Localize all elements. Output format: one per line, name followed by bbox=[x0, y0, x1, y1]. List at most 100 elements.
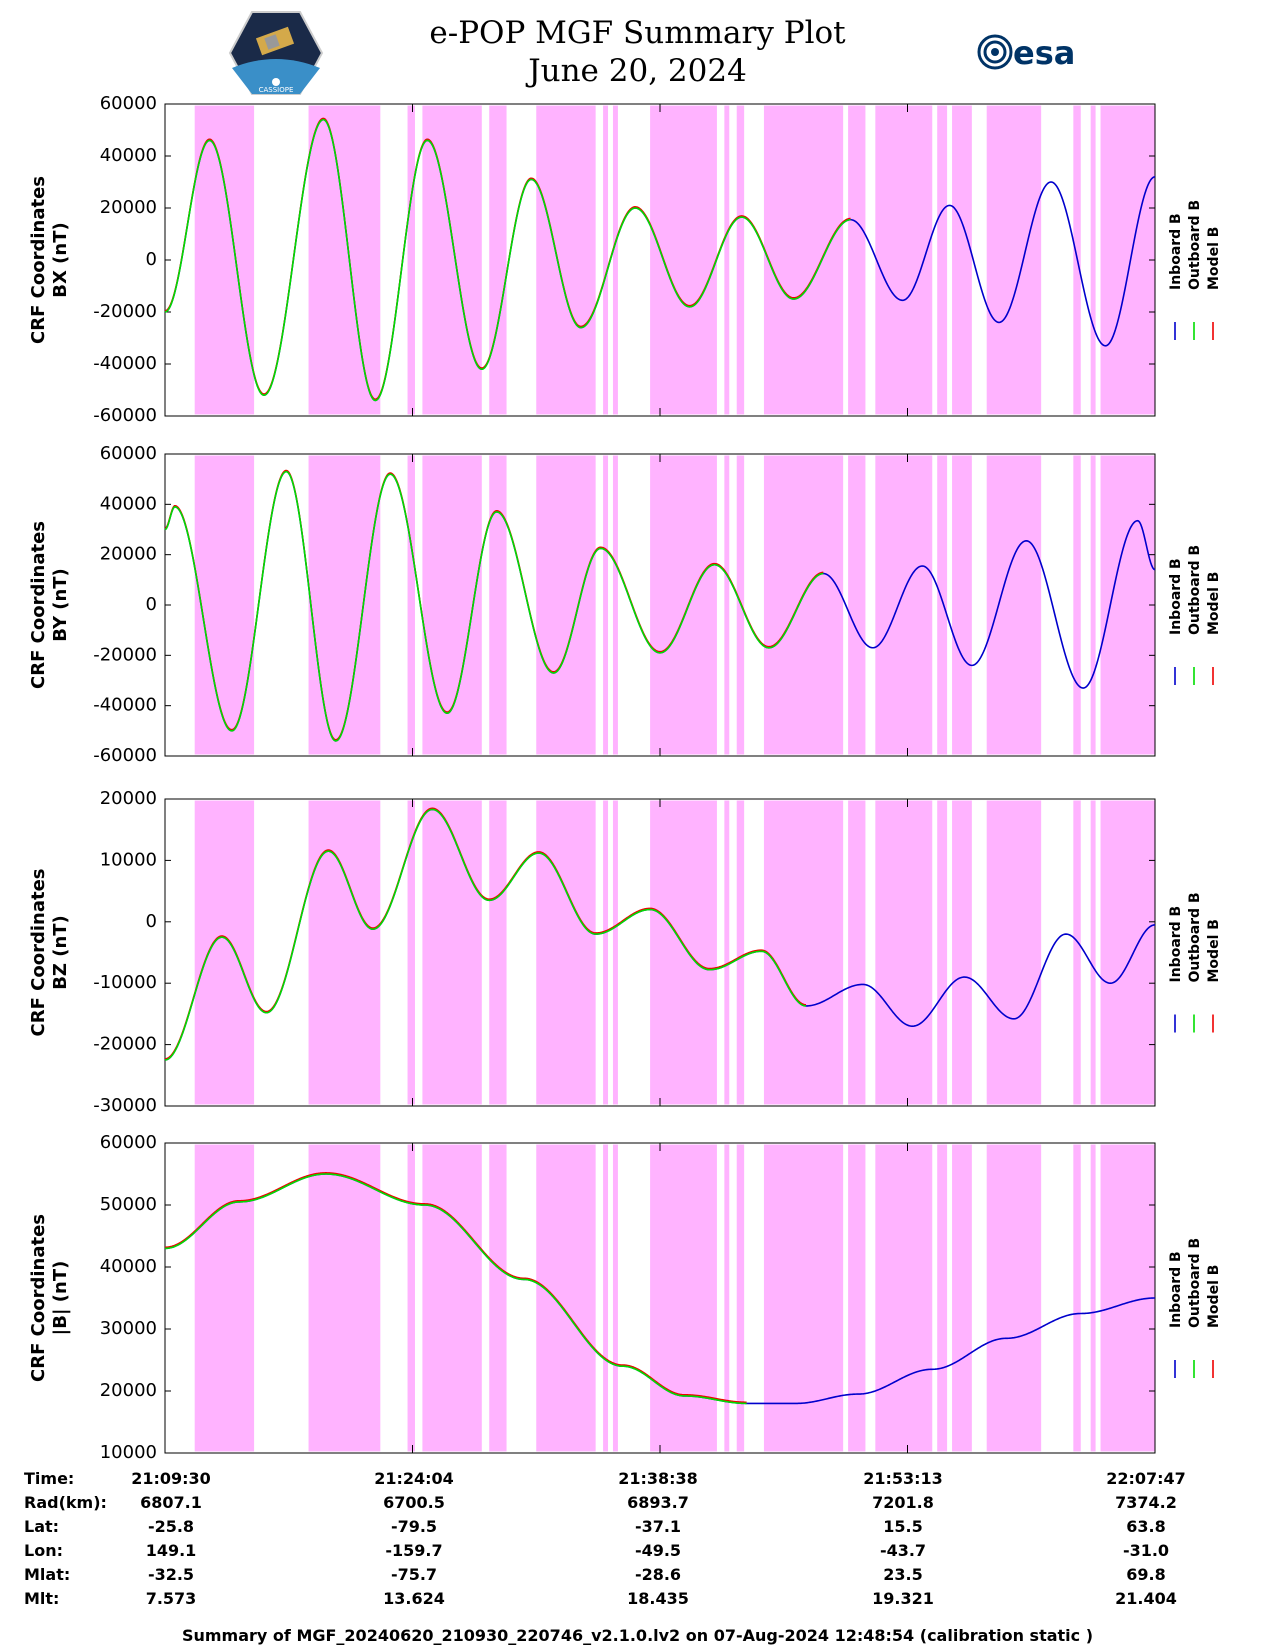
shade-interval bbox=[763, 455, 844, 755]
shade-interval bbox=[536, 1144, 596, 1452]
shade-interval bbox=[952, 455, 972, 755]
legend-label: Inboard B bbox=[1168, 213, 1184, 290]
info-value: -37.1 bbox=[634, 1517, 682, 1536]
shade-interval bbox=[1090, 800, 1096, 1105]
shade-interval bbox=[308, 105, 381, 415]
info-value: 63.8 bbox=[1126, 1517, 1166, 1536]
y-tick-label: 60000 bbox=[100, 443, 157, 464]
info-value: -28.6 bbox=[634, 1565, 682, 1584]
y-tick-label: -20000 bbox=[93, 644, 157, 665]
y-tick-label: 30000 bbox=[100, 1318, 157, 1339]
shade-interval bbox=[986, 1144, 1042, 1452]
legend-label: Inboard B bbox=[1168, 1251, 1184, 1328]
y-axis-label: CRF Coordinates bbox=[28, 869, 49, 1037]
shade-interval bbox=[603, 1144, 609, 1452]
series-outboard-bmag bbox=[164, 1173, 747, 1405]
shade-interval bbox=[986, 105, 1042, 415]
shade-interval bbox=[952, 1144, 972, 1452]
shade-interval bbox=[422, 455, 482, 755]
series-model-bmag bbox=[164, 1172, 747, 1403]
y-axis-label: CRF Coordinates bbox=[28, 521, 49, 689]
shade-interval bbox=[612, 800, 618, 1105]
y-tick-label: -10000 bbox=[93, 972, 157, 993]
info-value: 21:53:13 bbox=[863, 1469, 943, 1488]
info-value: 149.1 bbox=[145, 1541, 197, 1560]
y-tick-label: 40000 bbox=[100, 145, 157, 166]
shade-interval bbox=[536, 105, 596, 415]
y-tick-label: 0 bbox=[146, 249, 157, 270]
shade-interval bbox=[875, 105, 933, 415]
y-tick-label: 20000 bbox=[100, 197, 157, 218]
info-value: 18.435 bbox=[627, 1589, 689, 1608]
shade-interval bbox=[937, 105, 948, 415]
shade-interval bbox=[194, 800, 255, 1105]
y-axis-label: BX (nT) bbox=[50, 222, 71, 297]
info-value: 21:38:38 bbox=[618, 1469, 698, 1488]
shade-interval bbox=[407, 800, 415, 1105]
series-outboard-by bbox=[164, 470, 824, 742]
shade-interval bbox=[650, 455, 717, 755]
info-value: 19.321 bbox=[872, 1589, 934, 1608]
info-label-mlt: Mlt: bbox=[24, 1589, 60, 1608]
y-axis-label: CRF Coordinates bbox=[28, 176, 49, 344]
y-tick-label: 60000 bbox=[100, 93, 157, 114]
shade-interval bbox=[763, 105, 844, 415]
shade-interval bbox=[612, 455, 618, 755]
shade-interval bbox=[422, 800, 482, 1105]
shade-interval bbox=[612, 105, 618, 415]
info-row-lat: Lat: -25.8 -79.5 -37.1 15.5 63.8 bbox=[0, 1515, 1275, 1539]
legend-label: Outboard B bbox=[1187, 1238, 1203, 1328]
y-tick-label: 20000 bbox=[100, 544, 157, 565]
shade-interval bbox=[724, 800, 730, 1105]
shade-interval bbox=[194, 1144, 255, 1452]
series-model-bx bbox=[164, 117, 851, 400]
shade-interval bbox=[1100, 800, 1155, 1105]
footer-summary: Summary of MGF_20240620_210930_220746_v2… bbox=[181, 1626, 1094, 1645]
y-tick-label: 0 bbox=[146, 594, 157, 615]
shade-interval bbox=[724, 455, 730, 755]
info-value: 6700.5 bbox=[383, 1493, 445, 1512]
info-value: -75.7 bbox=[390, 1565, 438, 1584]
y-tick-label: 60000 bbox=[100, 1132, 157, 1153]
shade-interval bbox=[986, 455, 1042, 755]
orbit-info-table: Time: 21:09:30 21:24:04 21:38:38 21:53:1… bbox=[0, 1467, 1275, 1617]
legend-label: Model B bbox=[1206, 572, 1222, 635]
info-value: -31.0 bbox=[1122, 1541, 1170, 1560]
y-axis-label: BZ (nT) bbox=[50, 915, 71, 990]
shade-interval bbox=[650, 1144, 717, 1452]
info-row-mlat: Mlat: -32.5 -75.7 -28.6 23.5 69.8 bbox=[0, 1563, 1275, 1587]
shade-interval bbox=[603, 800, 609, 1105]
info-label-time: Time: bbox=[24, 1469, 75, 1488]
shade-interval bbox=[736, 800, 745, 1105]
shade-interval bbox=[1073, 800, 1081, 1105]
shade-interval bbox=[489, 1144, 507, 1452]
shade-interval bbox=[1090, 455, 1096, 755]
series-outboard-bx bbox=[164, 118, 851, 402]
info-value: 23.5 bbox=[883, 1565, 923, 1584]
plot-title: e-POP MGF Summary Plot June 20, 2024 bbox=[0, 14, 1275, 90]
info-row-radius: Rad(km): 6807.1 6700.5 6893.7 7201.8 737… bbox=[0, 1491, 1275, 1515]
shade-interval bbox=[848, 455, 866, 755]
legend-label: Model B bbox=[1206, 227, 1222, 290]
shade-interval bbox=[194, 455, 255, 755]
info-value: 13.624 bbox=[383, 1589, 445, 1608]
y-tick-label: 10000 bbox=[100, 849, 157, 870]
info-value: -79.5 bbox=[390, 1517, 438, 1536]
shade-interval bbox=[1073, 1144, 1081, 1452]
legend-label: Outboard B bbox=[1187, 892, 1203, 982]
y-tick-label: 0 bbox=[146, 911, 157, 932]
info-row-lon: Lon: 149.1 -159.7 -49.5 -43.7 -31.0 bbox=[0, 1539, 1275, 1563]
info-value: 21.404 bbox=[1115, 1589, 1177, 1608]
shade-interval bbox=[536, 455, 596, 755]
shade-interval bbox=[986, 800, 1042, 1105]
shade-interval bbox=[489, 105, 507, 415]
info-value: 7.573 bbox=[145, 1589, 197, 1608]
shade-interval bbox=[603, 455, 609, 755]
legend-label: Inboard B bbox=[1168, 558, 1184, 635]
y-tick-label: 40000 bbox=[100, 1256, 157, 1277]
shade-interval bbox=[736, 1144, 745, 1452]
y-tick-label: 10000 bbox=[100, 1442, 157, 1460]
esa-logo: esa bbox=[977, 34, 1075, 72]
legend-label: Outboard B bbox=[1187, 545, 1203, 635]
shade-interval bbox=[1090, 105, 1096, 415]
